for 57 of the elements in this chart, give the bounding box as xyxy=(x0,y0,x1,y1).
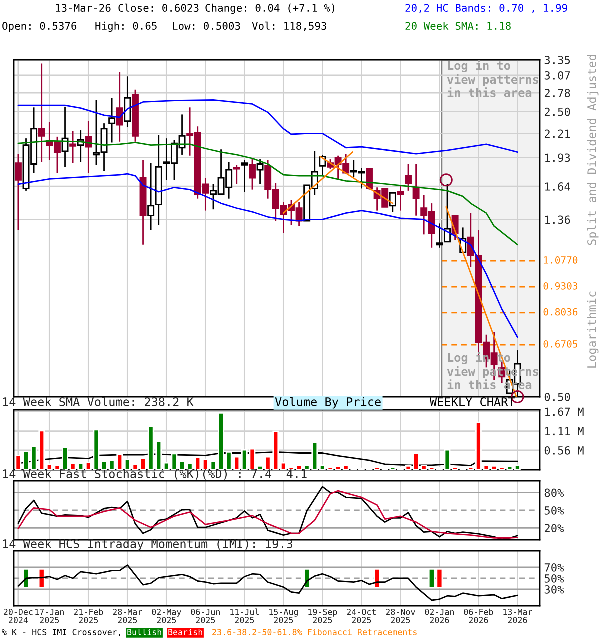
x-tick-label: 06-Jun 2025 xyxy=(191,608,220,624)
text: Vol: 118,593 xyxy=(252,22,326,32)
text: WEEKLY CHART xyxy=(430,398,516,406)
text: Split and Dividend Adjusted xyxy=(587,55,599,246)
x-tick-label: 02-Jan 2026 xyxy=(425,608,454,624)
x-tick-label: 11-Jul 2025 xyxy=(230,608,259,624)
text: 23.6-38.2-50-61.8% Fibonacci Retracements xyxy=(212,628,417,636)
text: Volume By Price xyxy=(275,397,381,409)
ref-line-label: 0.8036 xyxy=(544,308,578,316)
y-tick-label: 2.21 xyxy=(544,130,570,138)
text: 13-Mar-26 xyxy=(56,4,111,12)
x-tick-label: 02-May 2025 xyxy=(152,608,182,624)
y-tick-label: 80% xyxy=(544,488,564,498)
y-tick-label: 20% xyxy=(544,524,564,533)
x-tick-label: 15-Aug 2025 xyxy=(270,609,298,624)
text: 20 Week SMA: 1.18 xyxy=(406,22,511,30)
y-tick-label: 2.50 xyxy=(544,108,570,116)
text: % K - HCS IMI Crossover, xyxy=(2,629,120,636)
chart-title: 14 Week HCS Intraday Momentum (IMI): 19.3 xyxy=(3,539,293,551)
y-tick-label: 1.93 xyxy=(546,154,570,162)
x-tick-label: 13-Mar 2026 xyxy=(504,608,532,624)
ref-line-label: 0.6705 xyxy=(544,340,578,348)
y-tick-label: 0.56 M xyxy=(544,446,584,455)
x-tick-label: 24-Oct 2025 xyxy=(347,608,376,624)
chart-title: 14 Week Fast Stochastic (%K)(%D) : 7.4 4.1 xyxy=(3,469,307,480)
y-tick-label: 3.35 xyxy=(544,56,570,64)
y-tick-label: 50% xyxy=(544,574,564,583)
text: Low: 0.5003 xyxy=(173,22,240,30)
y-tick-label: 3.07 xyxy=(544,71,570,80)
chart-title: 14 Week SMA Volume: 238.2 K xyxy=(3,397,194,406)
y-tick-label: 1.67 M xyxy=(546,408,584,416)
y-tick-label: 2.78 xyxy=(544,89,570,98)
x-tick-label: 20-Dec 2024 xyxy=(4,608,33,624)
text: Logarithmic xyxy=(587,292,599,368)
y-tick-label: 1.36 xyxy=(546,216,570,224)
x-tick-label: 28-Mar 2025 xyxy=(113,608,142,624)
x-tick-label: 21-Feb 2025 xyxy=(74,608,104,624)
annotation: Log in to view patterns in this area xyxy=(447,60,538,98)
y-tick-label: 30% xyxy=(544,586,564,594)
y-tick-label: 70% xyxy=(544,564,564,572)
ref-line-label: 1.0770 xyxy=(544,256,578,264)
text: 20,2 HC Bands: 0.70 , 1.99 xyxy=(406,4,568,14)
ref-line-label: 0.9303 xyxy=(544,282,578,290)
text: Open: 0.5376 xyxy=(2,22,77,32)
y-tick-label: 1.64 xyxy=(546,182,570,191)
text: Change: 0.04 (+7.1 %) xyxy=(206,4,335,14)
text: Bearish xyxy=(168,628,202,636)
y-tick-label: 1.11 M xyxy=(546,427,584,436)
x-tick-label: 06-Feb 2026 xyxy=(464,608,494,624)
x-tick-label: 28-Nov 2025 xyxy=(386,608,416,624)
text: Close: 0.6023 xyxy=(118,4,199,12)
text: High: 0.65 xyxy=(96,22,157,32)
x-tick-label: 17-Jan 2025 xyxy=(36,609,64,624)
y-tick-label: 50% xyxy=(544,506,564,515)
text: Bullish xyxy=(128,628,162,636)
x-tick-label: 19-Sep 2025 xyxy=(308,608,338,624)
y-tick-label: 0.50 xyxy=(544,393,570,402)
